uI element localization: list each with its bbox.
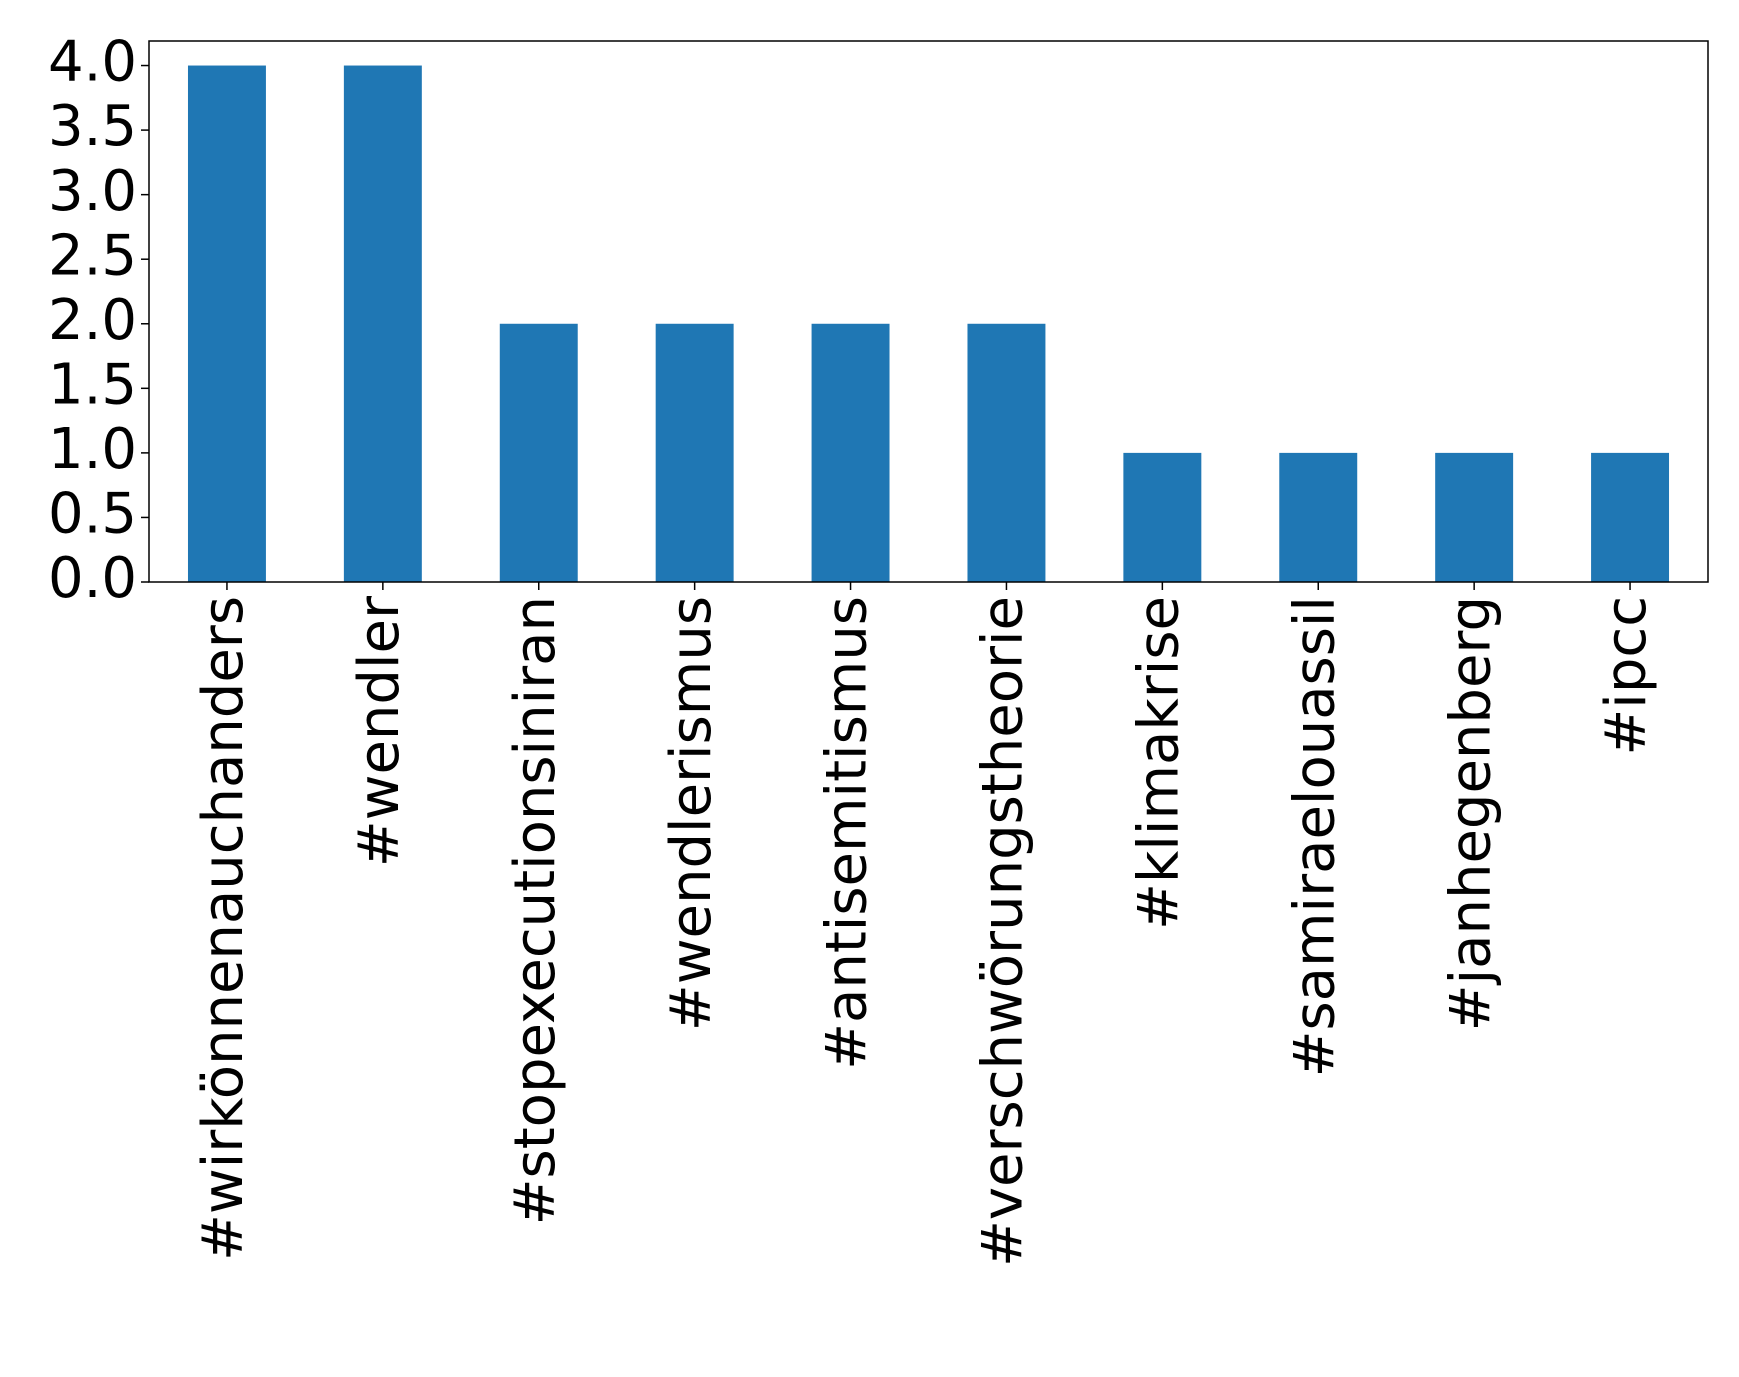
x-tick-label: #verschwörungstheorie bbox=[971, 596, 1036, 1267]
bar bbox=[343, 65, 422, 582]
bar bbox=[1591, 452, 1670, 582]
bar bbox=[967, 323, 1046, 582]
y-tick-label: 1.5 bbox=[48, 352, 137, 417]
bar bbox=[1123, 452, 1202, 582]
y-tick-label: 4.0 bbox=[48, 30, 137, 95]
bar bbox=[655, 323, 734, 582]
bar bbox=[1435, 452, 1514, 582]
x-tick-label: #janhegenberg bbox=[1438, 596, 1503, 1031]
x-tick-label: #wendlerismus bbox=[659, 596, 724, 1031]
x-tick-label: #klimakrise bbox=[1126, 596, 1191, 930]
y-tick-label: 2.0 bbox=[48, 288, 137, 353]
plot-frame bbox=[148, 40, 1709, 583]
x-tick-label: #wirkönnenauchanders bbox=[191, 596, 256, 1261]
y-tick-label: 0.5 bbox=[48, 482, 137, 547]
bar bbox=[811, 323, 890, 582]
y-tick-label: 2.5 bbox=[48, 223, 137, 288]
bar bbox=[499, 323, 578, 582]
y-tick-label: 0.0 bbox=[48, 546, 137, 611]
x-tick-label: #antisemitismus bbox=[815, 596, 880, 1070]
y-tick-label: 1.0 bbox=[48, 417, 137, 482]
y-tick-label: 3.0 bbox=[48, 159, 137, 224]
x-tick-label: #wendler bbox=[347, 595, 412, 867]
x-tick-label: #stopexecutionsiniran bbox=[503, 596, 568, 1225]
y-tick-label: 3.5 bbox=[48, 94, 137, 159]
bar bbox=[187, 65, 266, 582]
x-tick-label: #ipcc bbox=[1594, 596, 1659, 756]
x-tick-label: #samiraelouassil bbox=[1282, 596, 1347, 1077]
bar bbox=[1279, 452, 1358, 582]
